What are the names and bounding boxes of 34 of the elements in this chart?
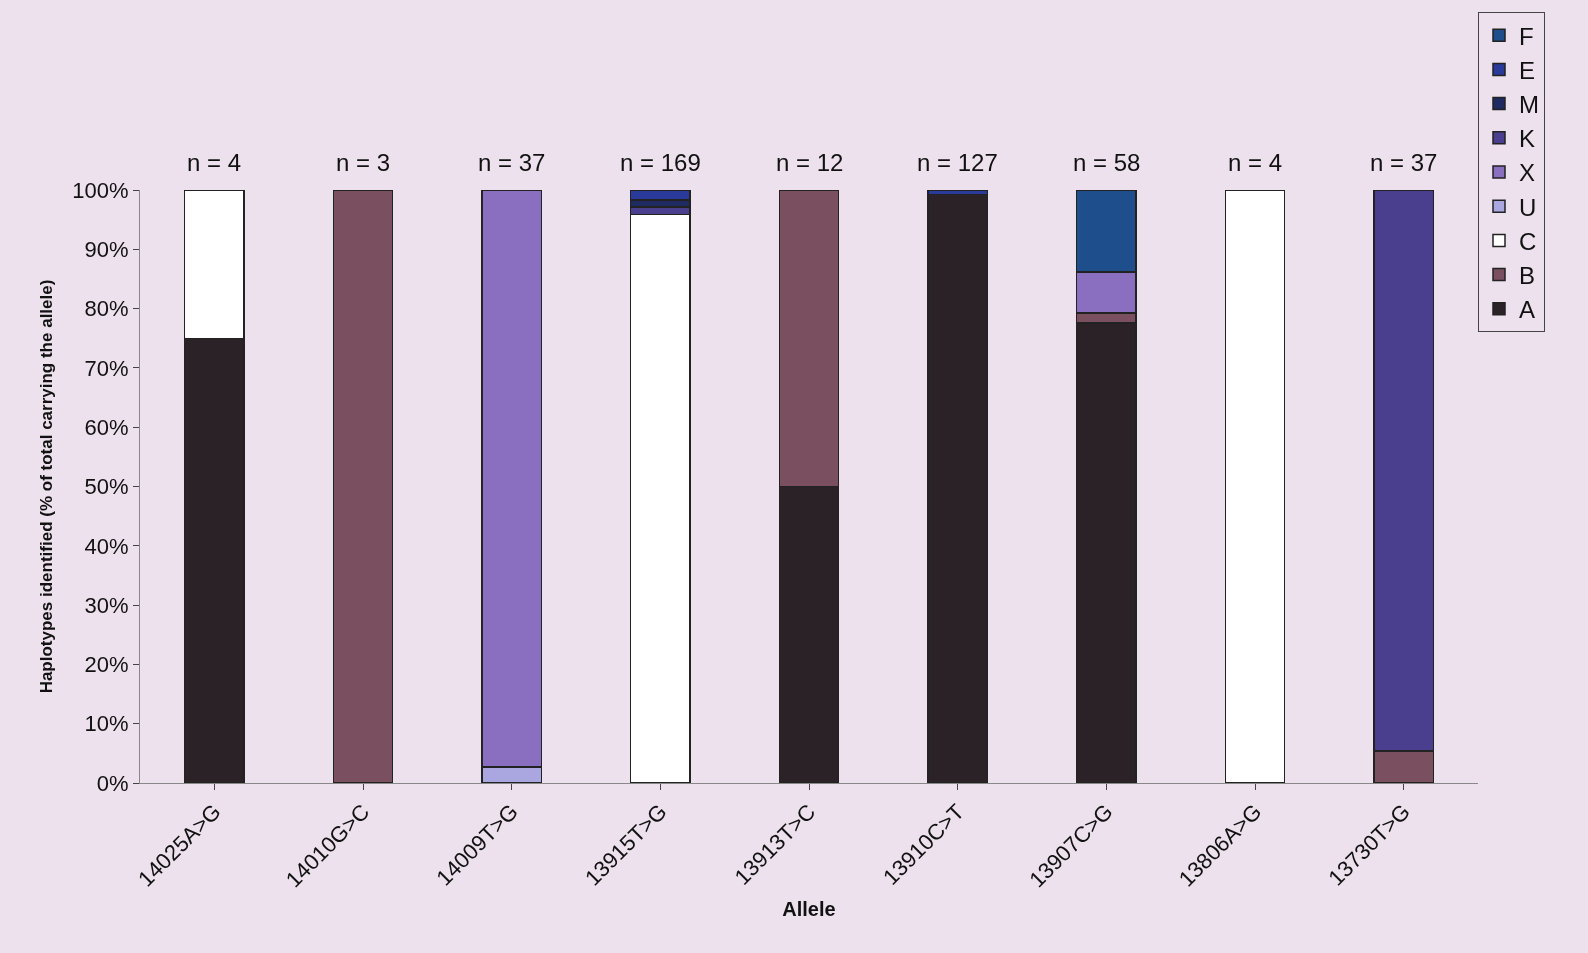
y-tick-label: 60% — [84, 414, 129, 440]
y-tick-label: 90% — [84, 237, 129, 262]
annotation: n = 58 — [1073, 149, 1141, 176]
annotation: n = 4 — [187, 149, 242, 176]
bar — [927, 193, 989, 783]
annotation: n = 127 — [917, 149, 998, 176]
y-tick-label: 40% — [84, 533, 129, 559]
legend-label: K — [1519, 125, 1536, 153]
legend-label: A — [1519, 296, 1536, 324]
y-tick-label: 20% — [84, 652, 129, 678]
legend-label: E — [1519, 56, 1536, 84]
bar — [332, 190, 394, 783]
annotation: n = 4 — [1228, 149, 1283, 176]
y-tick-label: 30% — [84, 592, 129, 618]
legend-label: M — [1519, 90, 1539, 118]
y-tick-label: 50% — [84, 474, 129, 500]
y-tick-label: 80% — [84, 296, 129, 322]
legend-label: X — [1519, 159, 1536, 187]
annotation: n = 37 — [1370, 149, 1438, 176]
y-tick-label: 70% — [84, 355, 129, 381]
y-tick-label: 100% — [72, 177, 129, 203]
y-axis-title: Haplotypes identified (% of total carrying the allele) — [36, 279, 56, 694]
annotation: n = 37 — [478, 149, 546, 176]
legend-label: B — [1519, 261, 1536, 289]
annotation: n = 3 — [336, 149, 391, 176]
y-tick-label: 0% — [96, 770, 129, 796]
annotation: n = 12 — [776, 149, 844, 176]
legend-label: C — [1519, 227, 1537, 255]
annotation: n = 169 — [620, 149, 701, 176]
y-tick-label: 10% — [84, 711, 129, 737]
bar — [1224, 190, 1286, 783]
legend-label: U — [1519, 193, 1537, 221]
x-axis-title: Allele — [782, 897, 836, 920]
legend-label: F — [1519, 22, 1534, 50]
